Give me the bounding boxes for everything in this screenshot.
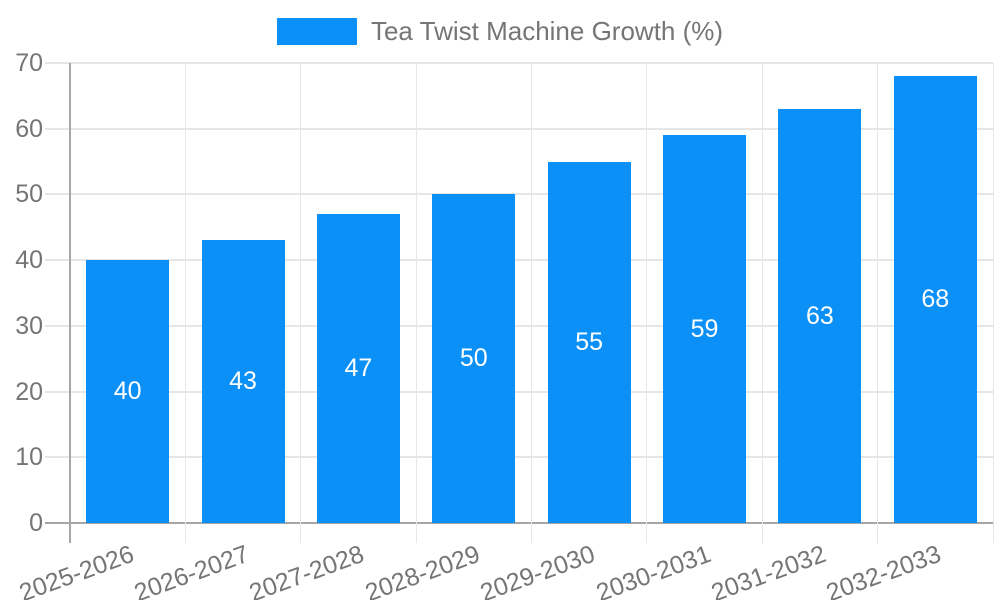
y-gridline	[45, 390, 993, 393]
bar[interactable]: 47	[316, 214, 400, 523]
bar[interactable]: 43	[201, 240, 285, 523]
y-gridline	[45, 324, 993, 327]
y-tick-label: 20	[15, 377, 43, 406]
y-gridline	[45, 259, 993, 262]
y-tick-label: 10	[15, 443, 43, 472]
bar-value-label: 59	[690, 314, 719, 343]
category-boundary-gridline	[877, 63, 879, 543]
y-tick-label: 0	[29, 509, 43, 537]
y-tick-label: 40	[15, 246, 43, 275]
bar-value-label: 50	[459, 344, 488, 373]
y-gridline	[45, 62, 993, 64]
category-boundary-gridline	[646, 63, 648, 543]
y-gridline	[45, 193, 993, 196]
category-boundary-gridline	[531, 63, 532, 543]
bar[interactable]: 68	[893, 76, 977, 523]
y-gridline	[45, 127, 993, 130]
category-boundary-gridline	[184, 63, 186, 543]
bar-value-label: 68	[921, 285, 950, 314]
legend-swatch	[276, 17, 357, 45]
bar[interactable]: 55	[547, 161, 631, 523]
category-boundary-gridline	[761, 63, 763, 543]
y-tick-label: 60	[15, 114, 43, 143]
category-boundary-gridline	[415, 63, 417, 543]
category-boundary-gridline	[992, 63, 994, 543]
y-tick-label: 70	[15, 49, 43, 77]
bar-value-label: 55	[575, 327, 604, 356]
category-boundary-gridline	[300, 63, 302, 543]
bar[interactable]: 40	[86, 260, 170, 523]
bar-value-label: 63	[806, 301, 834, 330]
bar[interactable]: 63	[778, 109, 862, 523]
bar[interactable]: 50	[432, 194, 516, 523]
y-tick-label: 30	[15, 311, 43, 340]
legend-item[interactable]: Tea Twist Machine Growth (%)	[0, 16, 1000, 46]
bar-value-label: 43	[229, 367, 257, 396]
bar[interactable]: 59	[663, 135, 747, 523]
x-axis-baseline	[45, 522, 993, 524]
y-gridline	[45, 456, 993, 459]
bar-value-label: 47	[344, 354, 373, 383]
y-tick-label: 50	[15, 180, 43, 209]
bar-value-label: 40	[113, 377, 142, 406]
legend-label: Tea Twist Machine Growth (%)	[370, 15, 724, 46]
y-axis-line	[69, 63, 71, 543]
